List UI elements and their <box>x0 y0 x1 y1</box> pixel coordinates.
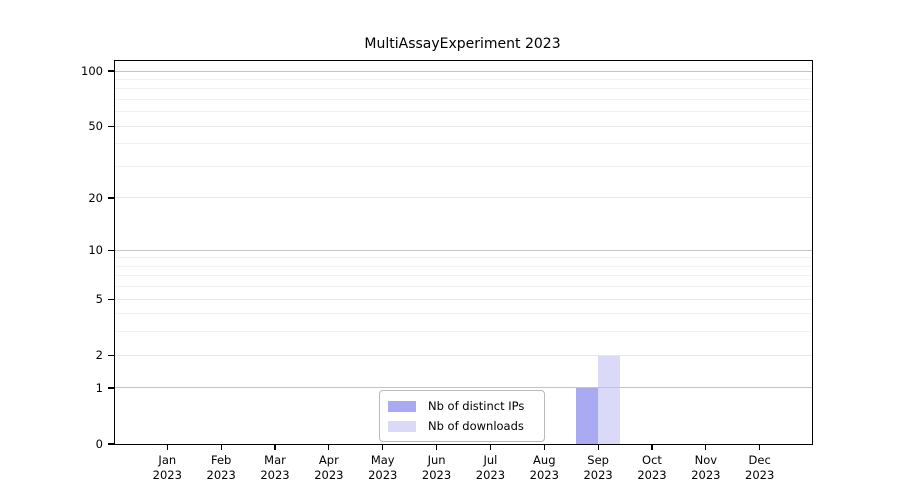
gridline <box>115 286 812 288</box>
gridline <box>115 125 812 127</box>
chart-title: MultiAssayExperiment 2023 <box>364 36 561 52</box>
x-axis-tick <box>274 444 276 450</box>
gridline <box>115 143 812 145</box>
y-tick-label: 20 <box>88 190 103 205</box>
legend-swatch-distinct-ips <box>388 400 416 412</box>
x-axis-tick <box>597 444 599 450</box>
plot-area: Nb of distinct IPs Nb of downloads 0 1 2 5 1… <box>81 60 813 482</box>
x-tick-label: Feb 2023 <box>189 453 253 483</box>
gridline <box>115 70 812 72</box>
bar-downloads <box>598 355 621 444</box>
x-tick-label-line: 2023 <box>637 468 667 482</box>
x-tick-label: Dec 2023 <box>728 453 792 483</box>
x-tick-label: Apr 2023 <box>297 453 361 483</box>
y-axis-tick <box>108 249 115 251</box>
x-tick-label-line: Nov <box>694 453 718 467</box>
x-tick-label: May 2023 <box>351 453 415 483</box>
gridline <box>115 165 812 167</box>
x-axis-tick <box>328 444 330 450</box>
x-tick-label-line: Feb <box>210 453 232 467</box>
y-axis-tick <box>108 443 115 445</box>
x-axis-tick <box>382 444 384 450</box>
y-tick-label: 5 <box>95 292 103 307</box>
y-axis-tick <box>108 387 115 389</box>
y-tick-label: 100 <box>81 64 103 78</box>
bar-distinct-ips <box>576 387 599 444</box>
x-tick-label-line: 2023 <box>368 468 398 482</box>
x-tick-label-line: May <box>370 453 395 467</box>
x-tick-label-line: Oct <box>642 453 662 467</box>
x-tick-label-line: Dec <box>748 453 771 467</box>
x-axis-tick <box>435 444 438 450</box>
legend-item: Nb of downloads <box>388 416 536 436</box>
x-tick-label-line: Jan <box>158 453 177 467</box>
x-tick-label-line: 2023 <box>691 468 721 482</box>
gridline <box>115 331 812 333</box>
x-tick-label-line: 2023 <box>152 468 182 482</box>
x-tick-label-line: Apr <box>318 453 339 467</box>
gridline <box>115 98 812 100</box>
gridline <box>115 354 812 356</box>
x-tick-label: Mar 2023 <box>243 453 307 483</box>
x-tick-label: Jan 2023 <box>135 453 199 483</box>
gridline <box>115 275 812 277</box>
y-axis-tick <box>108 354 115 356</box>
x-axis-tick <box>705 444 707 450</box>
x-axis-tick <box>220 444 222 450</box>
x-axis-tick <box>489 444 491 450</box>
x-axis-tick <box>166 444 168 450</box>
y-tick-label: 10 <box>88 243 103 258</box>
y-axis-tick <box>108 197 115 199</box>
x-tick-label-line: Jun <box>427 453 446 467</box>
y-tick-label: 50 <box>88 119 103 134</box>
x-tick-label: Sep 2023 <box>566 453 630 483</box>
x-tick-label: Aug 2023 <box>512 453 576 483</box>
x-tick-label: Jun 2023 <box>405 453 469 483</box>
x-tick-label-line: 2023 <box>260 468 290 482</box>
x-tick-label: Nov 2023 <box>674 453 738 483</box>
x-tick-label-line: 2023 <box>314 468 344 482</box>
x-axis-tick <box>651 444 653 450</box>
gridline <box>115 111 812 113</box>
y-tick-label: 0 <box>95 437 103 451</box>
gridline <box>115 313 812 315</box>
x-tick-label: Oct 2023 <box>620 453 684 483</box>
gridline <box>115 387 812 389</box>
legend-swatch-downloads <box>388 420 416 432</box>
x-tick-label-line: 2023 <box>421 468 452 482</box>
x-tick-label-line: 2023 <box>745 468 775 482</box>
x-tick-label-line: 2023 <box>206 468 236 482</box>
x-tick-label-line: Mar <box>264 453 286 467</box>
y-tick-label: 2 <box>95 348 103 363</box>
x-axis-tick <box>759 444 761 450</box>
legend-label: Nb of distinct IPs <box>428 399 525 413</box>
y-axis-tick <box>108 298 115 300</box>
legend-item: Nb of distinct IPs <box>388 396 536 416</box>
x-axis-tick <box>543 444 545 450</box>
y-axis-tick <box>108 125 115 127</box>
x-tick-label-line: 2023 <box>475 468 506 482</box>
gridline <box>115 249 812 251</box>
gridline <box>115 78 812 80</box>
x-tick-label-line: Aug <box>533 453 556 467</box>
gridline <box>115 88 812 90</box>
y-tick-label: 1 <box>95 380 103 395</box>
gridline <box>115 298 812 300</box>
gridline <box>115 257 812 259</box>
x-tick-label-line: 2023 <box>529 468 559 482</box>
x-tick-label: Jul 2023 <box>458 453 522 483</box>
y-axis-tick <box>108 70 115 72</box>
legend-label: Nb of downloads <box>428 419 524 433</box>
gridline <box>115 265 812 267</box>
x-tick-label-line: 2023 <box>583 468 613 482</box>
gridline <box>115 197 812 199</box>
legend: Nb of distinct IPs Nb of downloads <box>379 390 545 442</box>
x-tick-label-line: Jul <box>483 453 498 467</box>
x-tick-label-line: Sep <box>587 453 609 467</box>
